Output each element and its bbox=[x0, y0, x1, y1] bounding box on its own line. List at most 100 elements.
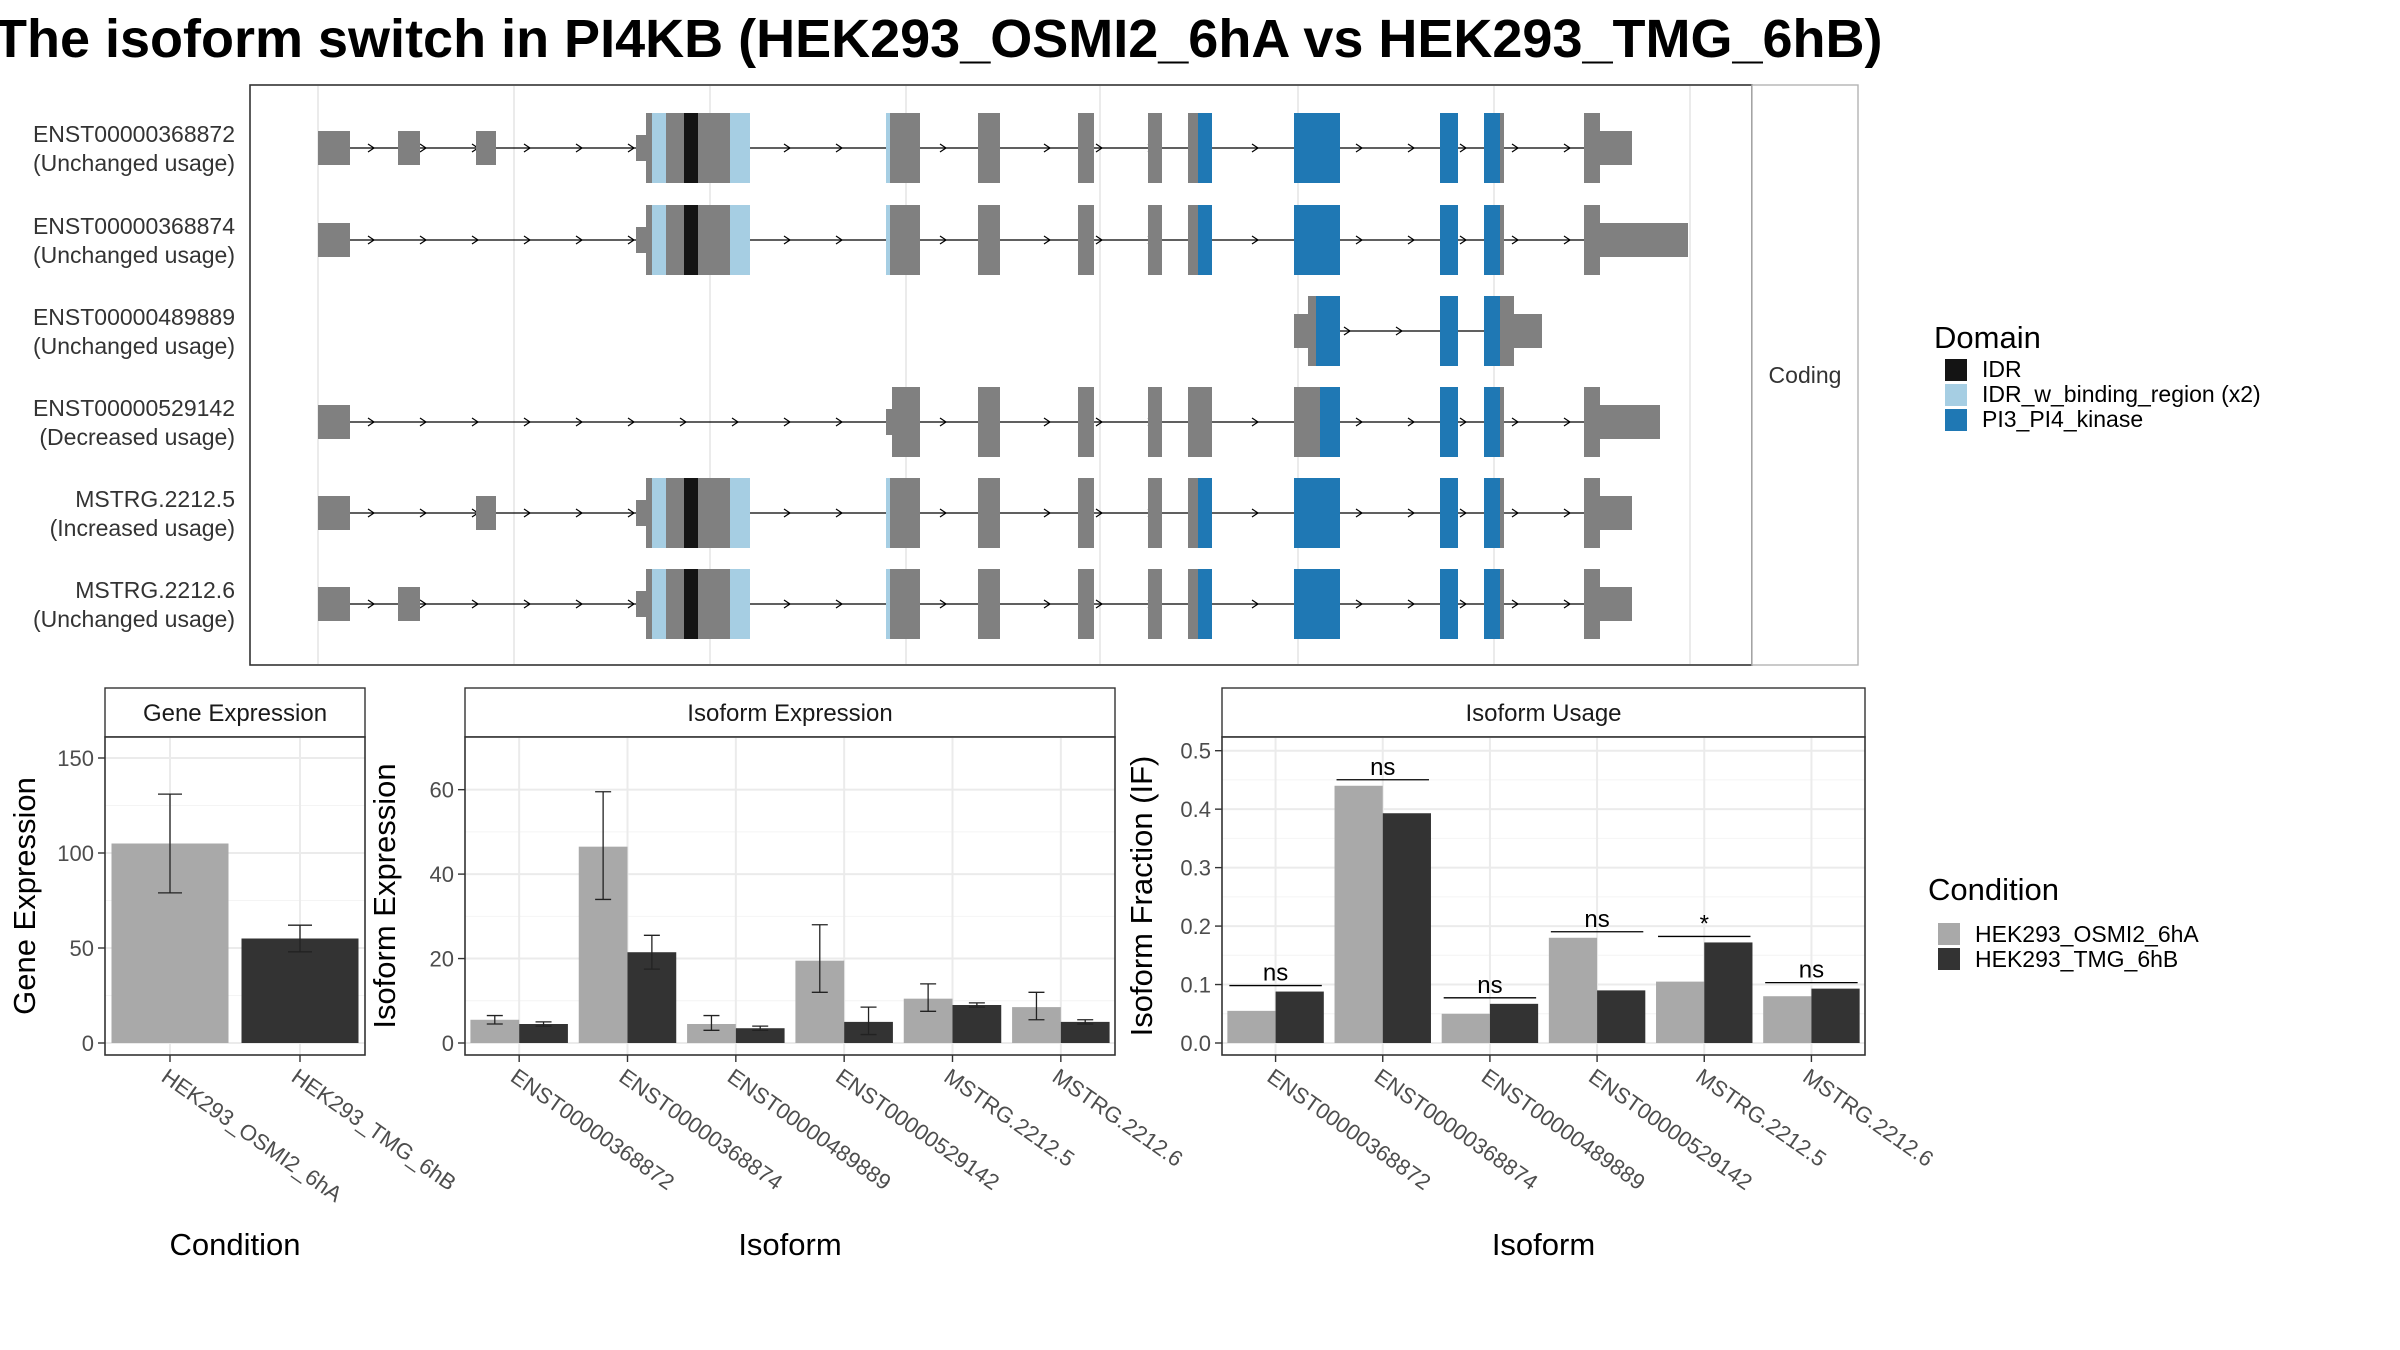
strand-arrow bbox=[575, 235, 584, 245]
y-tick-label: 0.3 bbox=[1180, 856, 1211, 881]
strand-arrow bbox=[1407, 143, 1416, 153]
bar bbox=[687, 1024, 736, 1043]
gene-expression-panel: Gene Expression050100150HEK293_OSMI2_6hA… bbox=[7, 687, 461, 1262]
bar bbox=[1334, 785, 1383, 1043]
bar bbox=[952, 1005, 1002, 1043]
strand-arrow bbox=[1511, 508, 1520, 518]
bar bbox=[1060, 1021, 1110, 1043]
strand-arrow bbox=[835, 417, 844, 427]
transcript-id: ENST00000368874 bbox=[33, 213, 235, 239]
strand-arrow bbox=[1511, 417, 1520, 427]
condition-legend-key bbox=[1938, 923, 1960, 945]
x-axis-title: Isoform bbox=[738, 1227, 841, 1262]
y-tick-label: 0.1 bbox=[1180, 973, 1211, 998]
exon-block bbox=[1440, 205, 1458, 275]
exon-block bbox=[1484, 387, 1500, 457]
exon-block bbox=[890, 113, 920, 183]
strand-arrow bbox=[1043, 235, 1052, 245]
strand-arrow bbox=[783, 417, 792, 427]
panel-strip bbox=[104, 687, 366, 738]
exon-block bbox=[1198, 113, 1212, 183]
strand-arrow bbox=[471, 235, 480, 245]
exon-block bbox=[1484, 113, 1500, 183]
exon-block bbox=[1188, 387, 1212, 457]
plot-border bbox=[104, 736, 366, 1056]
exon-block bbox=[886, 569, 890, 639]
exon-block bbox=[1500, 569, 1504, 639]
exon-block bbox=[1078, 205, 1094, 275]
strand-arrow bbox=[783, 235, 792, 245]
exon-block bbox=[684, 478, 698, 548]
exon-block bbox=[1294, 314, 1308, 348]
exon-block bbox=[1294, 205, 1340, 275]
significance-label: ns bbox=[1799, 957, 1824, 984]
domain-legend-label: IDR bbox=[1982, 356, 2022, 382]
panel-strip bbox=[464, 687, 1116, 738]
domain-legend-label: IDR_w_binding_region (x2) bbox=[1982, 381, 2261, 407]
exon-block bbox=[1584, 478, 1600, 548]
y-tick-label: 150 bbox=[57, 746, 94, 771]
strand-arrow bbox=[1407, 417, 1416, 427]
isoform-expression-panel: Isoform Expression0204060ENST00000368872… bbox=[367, 687, 1188, 1262]
exon-block bbox=[652, 205, 666, 275]
strand-arrow bbox=[1395, 326, 1404, 336]
exon-block bbox=[684, 113, 698, 183]
panel-strip-label: Isoform Expression bbox=[687, 700, 892, 727]
y-tick-label: 0.0 bbox=[1180, 1031, 1211, 1056]
exon-block bbox=[476, 131, 496, 165]
exon-block bbox=[698, 478, 730, 548]
condition-legend-label: HEK293_OSMI2_6hA bbox=[1975, 921, 2199, 947]
bar bbox=[241, 938, 359, 1043]
exon-block bbox=[1148, 478, 1162, 548]
y-tick-label: 0.5 bbox=[1180, 739, 1211, 764]
exon-block bbox=[1148, 113, 1162, 183]
strand-arrow bbox=[835, 508, 844, 518]
exon-block bbox=[1188, 478, 1198, 548]
strand-arrow bbox=[523, 508, 532, 518]
transcript-rows: ENST00000368872(Unchanged usage)ENST0000… bbox=[33, 113, 1688, 639]
strand-arrow bbox=[471, 599, 480, 609]
y-tick-label: 0.2 bbox=[1180, 914, 1211, 939]
condition-legend-title: Condition bbox=[1928, 872, 2059, 907]
strand-arrow bbox=[575, 508, 584, 518]
exon-block bbox=[1316, 296, 1340, 366]
transcript-status: (Increased usage) bbox=[50, 515, 235, 541]
transcript-id: MSTRG.2212.5 bbox=[75, 486, 235, 512]
exon-block bbox=[646, 113, 652, 183]
strand-arrow bbox=[1407, 508, 1416, 518]
strand-arrow bbox=[783, 508, 792, 518]
strand-arrow bbox=[419, 599, 428, 609]
strand-arrow bbox=[419, 417, 428, 427]
strand-arrow bbox=[523, 235, 532, 245]
strand-arrow bbox=[731, 417, 740, 427]
strand-arrow bbox=[835, 235, 844, 245]
transcript-row: ENST00000368874 (Unchanged usage) bbox=[33, 205, 1688, 275]
bar bbox=[1382, 813, 1431, 1043]
significance-label: ns bbox=[1584, 906, 1609, 933]
y-tick-label: 100 bbox=[57, 841, 94, 866]
strand-arrow bbox=[783, 599, 792, 609]
strand-arrow bbox=[1459, 235, 1468, 245]
strand-arrow bbox=[523, 599, 532, 609]
exon-block bbox=[1600, 131, 1632, 165]
bar bbox=[1441, 1013, 1490, 1043]
exon-block bbox=[1514, 314, 1542, 348]
significance-label: ns bbox=[1263, 960, 1288, 987]
strand-arrow bbox=[627, 417, 636, 427]
strand-arrow bbox=[1355, 143, 1364, 153]
strand-arrow bbox=[627, 599, 636, 609]
strand-arrow bbox=[1095, 143, 1104, 153]
y-tick-label: 0 bbox=[442, 1031, 454, 1056]
strand-arrow bbox=[575, 143, 584, 153]
exon-block bbox=[1078, 478, 1094, 548]
bar bbox=[1763, 996, 1812, 1043]
exon-block bbox=[1148, 205, 1162, 275]
condition-legend-key bbox=[1938, 948, 1960, 970]
exon-block bbox=[666, 113, 684, 183]
exon-block bbox=[1294, 387, 1320, 457]
strand-arrow bbox=[1563, 235, 1572, 245]
exon-block bbox=[890, 205, 920, 275]
strand-arrow bbox=[1355, 599, 1364, 609]
exon-block bbox=[1440, 387, 1458, 457]
strand-arrow bbox=[1251, 417, 1260, 427]
